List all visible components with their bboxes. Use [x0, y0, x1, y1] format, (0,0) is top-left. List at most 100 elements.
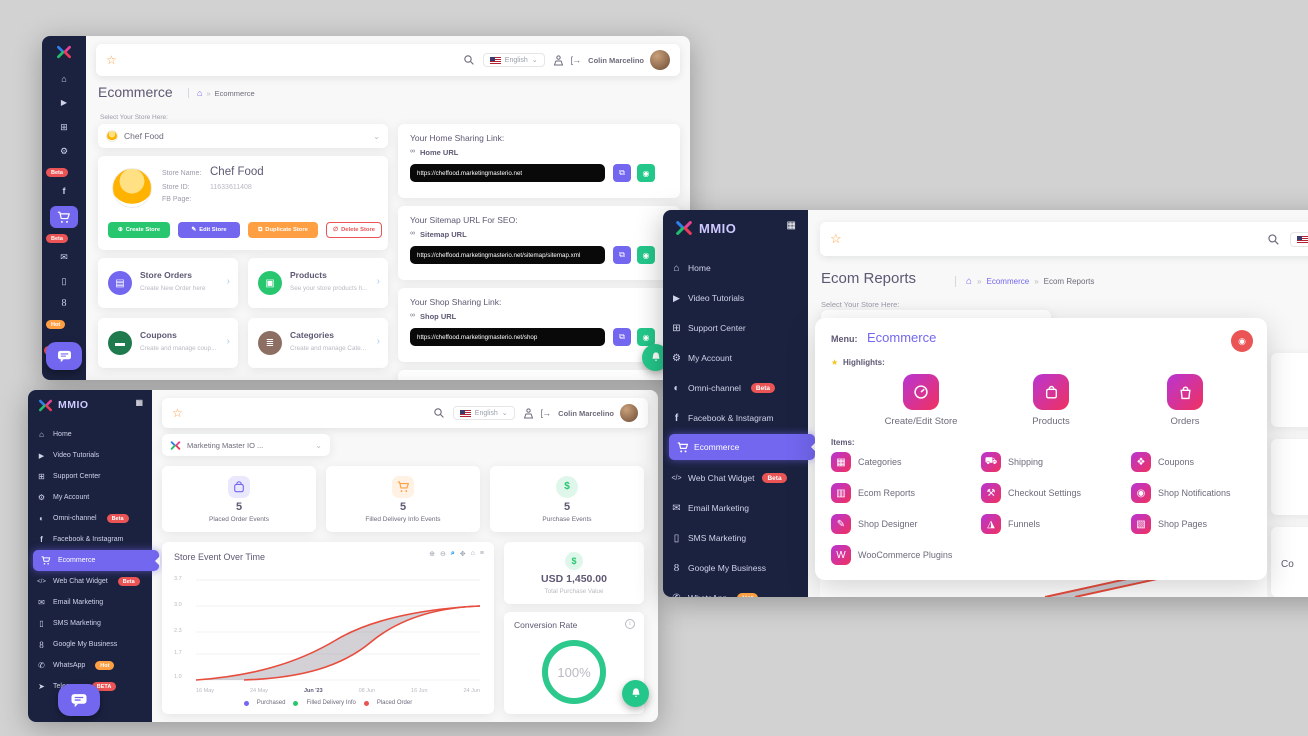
chart-menu-icon[interactable]: ≡	[479, 550, 484, 557]
menu-item-shop-notifications[interactable]: ◉ Shop Notifications	[1131, 483, 1231, 503]
gear-icon[interactable]: ⚙	[59, 146, 69, 156]
menu-item-shop-pages[interactable]: ▧ Shop Pages	[1131, 514, 1207, 534]
workspace-select[interactable]: Marketing Master IO ... ⌄	[162, 434, 330, 456]
language-select[interactable]: English ⌄	[452, 406, 515, 420]
store-event-chart[interactable]	[196, 570, 480, 686]
coupons-card[interactable]: ▬ Coupons Create and manage coup... ›	[98, 318, 238, 368]
close-button[interactable]: ◉	[1231, 330, 1253, 352]
products-tile[interactable]	[1033, 374, 1069, 410]
menu-item-checkout-settings[interactable]: ⚒ Checkout Settings	[981, 483, 1081, 503]
user-name[interactable]: Colin Marcelino	[588, 55, 644, 65]
sidebar-item-web-chat-widget[interactable]: </> Web Chat Widget Beta	[663, 464, 824, 492]
products-card[interactable]: ▣ Products See your store products h... …	[248, 258, 388, 308]
zoom-in-icon[interactable]: ⊕	[429, 551, 435, 558]
edit-store-button[interactable]: ✎ Edit Store	[178, 222, 240, 238]
apps-grid-icon[interactable]: ▦	[786, 220, 796, 231]
sidebar-item-sms-marketing[interactable]: ▯ SMS Marketing	[28, 613, 168, 634]
info-icon[interactable]: i	[625, 619, 635, 629]
sidebar-item-omni-channel[interactable]: ◐ Omni-channel Beta	[663, 374, 824, 402]
avatar[interactable]	[620, 404, 638, 422]
facebook-icon[interactable]: f	[62, 186, 66, 196]
search-icon[interactable]	[1267, 233, 1280, 246]
menu-item-funnels[interactable]: ◮ Funnels	[981, 514, 1040, 534]
sidebar-item-support-center[interactable]: ⊞ Support Center	[672, 322, 746, 334]
duplicate-store-button[interactable]: ⧉ Duplicate Store	[248, 222, 318, 238]
search-icon[interactable]	[433, 407, 445, 419]
copy-button[interactable]: ⧉	[613, 246, 631, 264]
apps-grid-icon[interactable]: ▦	[135, 398, 143, 407]
menu-item-coupons[interactable]: ❖ Coupons	[1131, 452, 1194, 472]
home-icon[interactable]: ⌂	[61, 74, 67, 84]
sidebar-item-email-marketing[interactable]: ✉ Email Marketing	[672, 502, 749, 514]
pan-icon[interactable]: ✥	[459, 551, 466, 558]
menu-item-ecom-reports[interactable]: ▥ Ecom Reports	[831, 483, 915, 503]
sidebar-item-home[interactable]: ⌂ Home	[28, 424, 168, 445]
sidebar-item-ecommerce[interactable]: Ecommerce	[669, 434, 816, 460]
bookmark-star-icon[interactable]: ☆	[830, 231, 842, 246]
sidebar-item-web-chat-widget[interactable]: </> Web Chat Widget Beta	[28, 571, 168, 592]
home-icon[interactable]: ⌂	[966, 276, 973, 287]
search-icon[interactable]	[463, 54, 475, 66]
sidebar-item-video-tutorials[interactable]: ▶ Video Tutorials	[663, 284, 824, 312]
sidebar-item-omni-channel[interactable]: ◐ Omni-channel Beta	[28, 508, 168, 529]
sidebar-item-facebook-instagram[interactable]: f Facebook & Instagram	[663, 404, 824, 432]
sidebar-item-my-account[interactable]: ⚙ My Account	[37, 493, 90, 502]
sidebar-item-ecommerce[interactable]: Ecommerce	[33, 550, 160, 571]
sidebar-item-support-center[interactable]: ⊞ Support Center	[28, 466, 168, 487]
delete-store-button[interactable]: ∅ Delete Store	[326, 222, 382, 238]
sidebar-item-google-my-business[interactable]: 8 Google My Business	[663, 554, 824, 582]
store-select[interactable]: Chef Food ⌄	[98, 124, 388, 148]
preview-button[interactable]: ◉	[637, 164, 655, 182]
menu-item-shop-designer[interactable]: ✎ Shop Designer	[831, 514, 918, 534]
avatar[interactable]	[650, 50, 670, 70]
chat-widget-button[interactable]	[46, 342, 82, 370]
chat-widget-button[interactable]	[58, 684, 100, 716]
language-select[interactable]: English ⌄	[482, 53, 545, 67]
language-select[interactable]: English	[1289, 231, 1308, 247]
bookmark-star-icon[interactable]: ☆	[172, 406, 183, 420]
url-field[interactable]: https://cheffood.marketingmasterio.net	[410, 164, 605, 182]
affiliate-icon[interactable]	[523, 407, 534, 419]
orders-tile[interactable]	[1167, 374, 1203, 410]
legend-label[interactable]: Placed Order	[376, 700, 413, 706]
breadcrumb-link[interactable]: Ecommerce	[986, 277, 1030, 286]
sidebar-item-google-my-business[interactable]: 8 Google My Business	[28, 634, 168, 655]
google-icon[interactable]: 8	[61, 298, 67, 309]
bookmark-star-icon[interactable]: ☆	[106, 53, 117, 67]
categories-card[interactable]: ≣ Categories Create and manage Cate... ›	[248, 318, 388, 368]
sidebar-item-sms-marketing[interactable]: ▯ SMS Marketing	[663, 524, 824, 552]
user-name[interactable]: Colin Marcelino	[558, 408, 614, 418]
notification-bell-button[interactable]	[622, 680, 649, 707]
menu-item-shipping[interactable]: ⛟ Shipping	[981, 452, 1043, 472]
selection-zoom-icon[interactable]: ⌕	[450, 550, 455, 557]
menu-item-woocommerce-plugins[interactable]: W WooCommerce Plugins	[831, 545, 952, 565]
url-field[interactable]: https://cheffood.marketingmasterio.net/s…	[410, 246, 605, 264]
video-icon[interactable]: ▶	[60, 98, 68, 107]
preview-button[interactable]: ◉	[637, 328, 655, 346]
cart-icon[interactable]	[50, 206, 78, 228]
home-icon[interactable]: ⌂	[197, 88, 203, 98]
sidebar-item-my-account[interactable]: ⚙ My Account	[672, 352, 732, 364]
legend-label[interactable]: Filled Delivery Info	[306, 700, 356, 706]
sidebar-item-home[interactable]: ⌂ Home	[663, 254, 824, 282]
sidebar-item-video-tutorials[interactable]: ▶ Video Tutorials	[28, 445, 168, 466]
copy-button[interactable]: ⧉	[613, 328, 631, 346]
phone-icon[interactable]: ▯	[61, 276, 67, 286]
copy-button[interactable]: ⧉	[613, 164, 631, 182]
logout-icon[interactable]: [→	[540, 408, 551, 418]
support-icon[interactable]: ⊞	[60, 122, 68, 132]
email-icon[interactable]: ✉	[60, 252, 68, 262]
create-store-button[interactable]: ⊕ Create Store	[108, 222, 170, 238]
legend-label[interactable]: Purchased	[256, 700, 286, 706]
reset-zoom-icon[interactable]: ⌂	[470, 550, 475, 557]
url-field[interactable]: https://cheffood.marketingmasterio.net/s…	[410, 328, 605, 346]
sidebar-item-facebook-instagram[interactable]: f Facebook & Instagram	[28, 529, 168, 550]
affiliate-icon[interactable]	[553, 54, 564, 66]
zoom-out-icon[interactable]: ⊖	[440, 551, 446, 558]
store-orders-card[interactable]: ▤ Store Orders Create New Order here ›	[98, 258, 238, 308]
logout-icon[interactable]: [→	[570, 55, 581, 65]
sidebar-item-email-marketing[interactable]: ✉ Email Marketing	[28, 592, 168, 613]
create-edit-store-tile[interactable]	[903, 374, 939, 410]
